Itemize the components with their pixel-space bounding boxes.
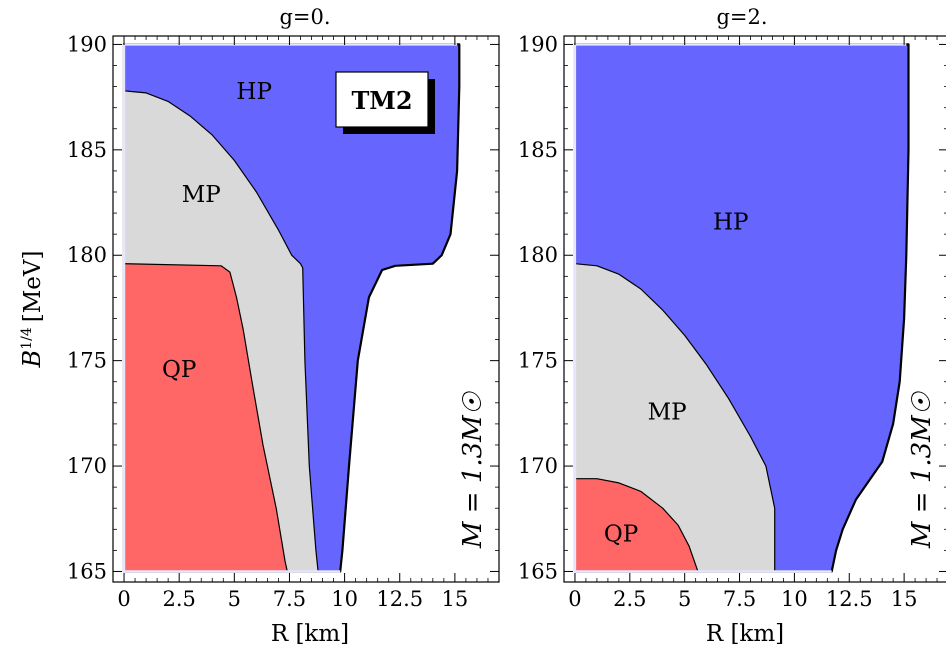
mass-label-g0: M = 1.3M☉ — [458, 390, 488, 549]
region-label-hp-0: HP — [236, 79, 272, 105]
plot-frame-g0 — [112, 35, 500, 583]
panel-title-g0: g=0. — [279, 5, 330, 29]
x-tick-label-0-3: 7.5 — [273, 587, 306, 611]
y-tick-label-1-0: 165 — [518, 559, 558, 583]
x-axis-label-g0: R [km] — [271, 621, 349, 647]
region-label-mp-0: MP — [182, 182, 221, 208]
x-tick-label-1-2: 5 — [678, 587, 691, 611]
x-tick-label-0-0: 0 — [117, 587, 130, 611]
x-axis-label-g2: R [km] — [706, 621, 784, 647]
x-tick-label-1-0: 0 — [568, 587, 581, 611]
x-tick-label-1-5: 12.5 — [826, 587, 873, 611]
y-tick-label-0-2: 175 — [67, 349, 107, 373]
y-tick-label-1-3: 180 — [518, 243, 558, 267]
x-tick-label-0-5: 12.5 — [376, 587, 423, 611]
badge-label: TM2 — [351, 86, 412, 115]
panel-g2: g=2. HP MP QP 0 2.5 5 7.5 10 12.5 15 165 170 175 180… — [518, 5, 946, 647]
x-tick-label-1-1: 2.5 — [613, 587, 646, 611]
region-label-hp-1: HP — [713, 210, 749, 236]
region-label-qp-1: QP — [604, 522, 638, 548]
x-tick-label-0-6: 15 — [442, 587, 469, 611]
x-tick-label-1-3: 7.5 — [723, 587, 756, 611]
y-tick-label-0-1: 170 — [67, 454, 107, 478]
y-axis-label: B1/4[MeV] — [18, 251, 46, 369]
region-label-mp-1: MP — [648, 399, 687, 425]
tm2-badge: TM2 — [335, 71, 435, 134]
panel-title-g2: g=2. — [716, 5, 767, 29]
x-tick-label-0-4: 10 — [331, 587, 358, 611]
ticks-g2: 0 2.5 5 7.5 10 12.5 15 165 170 175 180 185 190 — [518, 32, 946, 611]
regions-g0: HP MP QP — [122, 43, 461, 573]
y-tick-label-0-0: 165 — [67, 559, 107, 583]
panel-g0: g=0. HP MP QP 0 2.5 5 7.5 10 12.5 15 165 170 175 180… — [18, 5, 500, 647]
y-tick-label-0-3: 180 — [67, 243, 107, 267]
plot-frame-g2 — [563, 35, 946, 583]
x-tick-label-1-6: 15 — [891, 587, 918, 611]
y-tick-label-1-5: 190 — [518, 32, 558, 56]
y-tick-label-0-5: 190 — [67, 32, 107, 56]
y-tick-label-1-2: 175 — [518, 349, 558, 373]
edge-cover-1 — [573, 44, 832, 573]
y-tick-label-1-1: 170 — [518, 454, 558, 478]
region-label-qp-0: QP — [162, 357, 196, 383]
mass-label-g2: M = 1.3M☉ — [907, 390, 937, 549]
ticks-g0: 0 2.5 5 7.5 10 12.5 15 165 170 175 180 185 190 — [67, 32, 500, 611]
badge-box — [335, 71, 429, 128]
y-tick-label-1-4: 185 — [518, 138, 558, 162]
edge-cover-0 — [122, 44, 341, 573]
regions-g2: HP MP QP — [573, 43, 910, 573]
x-tick-label-1-4: 10 — [781, 587, 808, 611]
x-tick-label-0-1: 2.5 — [162, 587, 195, 611]
y-tick-label-0-4: 185 — [67, 138, 107, 162]
x-tick-label-0-2: 5 — [228, 587, 241, 611]
